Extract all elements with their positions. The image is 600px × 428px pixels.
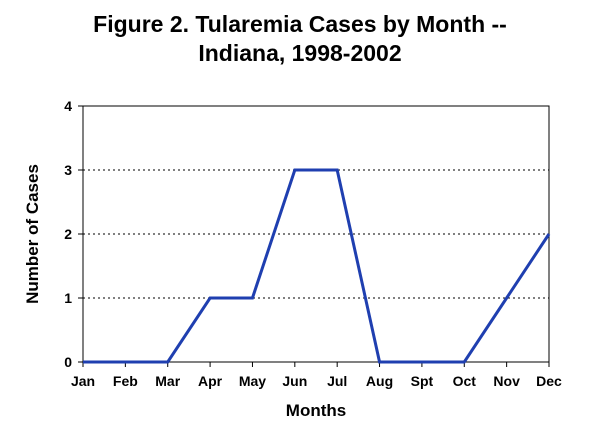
x-tick-label: Apr bbox=[198, 373, 223, 389]
x-tick-label: Dec bbox=[536, 373, 562, 389]
x-tick-label: Mar bbox=[155, 373, 180, 389]
y-axis-title: Number of Cases bbox=[23, 164, 42, 304]
y-tick-label: 1 bbox=[64, 290, 72, 306]
chart-title-line-2: Indiana, 1998-2002 bbox=[198, 40, 402, 66]
chart-title-line-1: Figure 2. Tularemia Cases by Month -- bbox=[93, 11, 507, 37]
x-axis-ticks: Jan Feb Mar Apr May Jun Jul Aug Spt Oct Nov Dec bbox=[71, 362, 562, 389]
y-tick-label: 3 bbox=[64, 162, 72, 178]
series-layer bbox=[82, 168, 551, 364]
y-tick-label: 4 bbox=[64, 98, 72, 114]
y-tick-label: 2 bbox=[64, 226, 72, 242]
x-tick-label: Nov bbox=[493, 373, 520, 389]
y-tick-label: 0 bbox=[64, 354, 72, 370]
x-tick-label: Jul bbox=[327, 373, 347, 389]
x-tick-label: May bbox=[239, 373, 266, 389]
x-tick-label: Oct bbox=[453, 373, 477, 389]
x-axis-title: Months bbox=[286, 401, 346, 420]
y-axis-ticks: 0 1 2 3 4 bbox=[64, 98, 83, 370]
x-tick-label: Aug bbox=[366, 373, 393, 389]
x-tick-label: Spt bbox=[411, 373, 434, 389]
x-tick-label: Jun bbox=[282, 373, 307, 389]
series-line bbox=[83, 168, 551, 364]
gridlines bbox=[83, 169, 549, 299]
x-tick-label: Feb bbox=[113, 373, 138, 389]
x-tick-label: Jan bbox=[71, 373, 95, 389]
chart-title: Figure 2. Tularemia Cases by Month -- In… bbox=[0, 10, 600, 68]
